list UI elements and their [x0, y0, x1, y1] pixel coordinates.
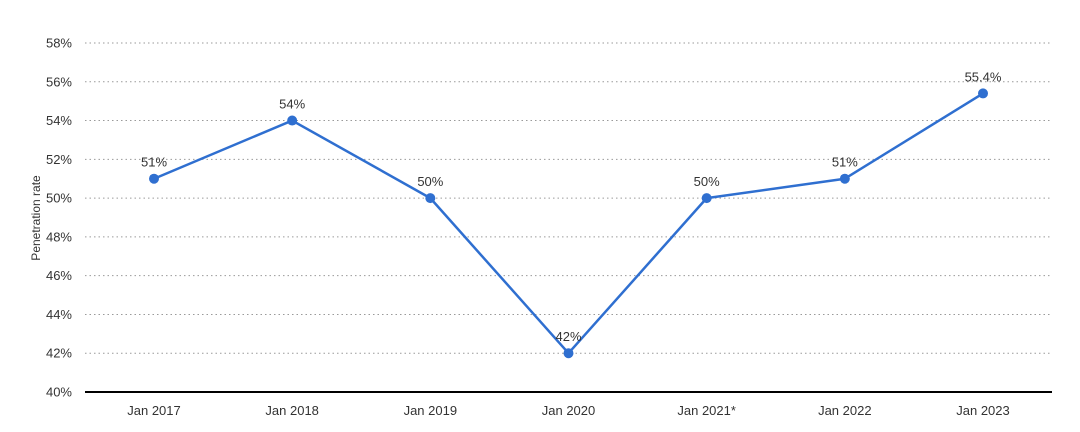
x-tick-label: Jan 2023	[956, 403, 1010, 418]
x-tick-label: Jan 2019	[404, 403, 458, 418]
data-label: 50%	[694, 174, 720, 189]
data-point	[839, 173, 850, 184]
data-points	[149, 88, 988, 359]
data-label: 54%	[279, 97, 305, 112]
y-axis-label: Penetration rate	[29, 175, 43, 261]
y-tick-label: 42%	[46, 346, 72, 361]
data-point	[287, 115, 298, 126]
data-labels: 51% 54% 50% 42% 50% 51% 55.4%	[141, 69, 1002, 344]
data-point	[563, 348, 574, 359]
data-label: 50%	[417, 174, 443, 189]
x-tick-label: Jan 2018	[265, 403, 319, 418]
x-tick-label: Jan 2017	[127, 403, 181, 418]
data-label: 42%	[555, 329, 581, 344]
y-tick-label: 52%	[46, 152, 72, 167]
data-point	[978, 88, 988, 99]
y-tick-label: 40%	[46, 385, 72, 400]
data-label: 51%	[832, 155, 858, 170]
y-tick-label: 56%	[46, 74, 72, 89]
y-axis-ticks: 40% 42% 44% 46% 48% 50% 52% 54% 56% 58%	[46, 36, 72, 400]
series-line	[153, 92, 984, 355]
y-tick-label: 46%	[46, 268, 72, 283]
data-point	[425, 193, 436, 204]
y-tick-label: 50%	[46, 191, 72, 206]
x-axis-ticks: Jan 2017 Jan 2018 Jan 2019 Jan 2020 Jan 2021…	[127, 403, 1010, 418]
y-tick-label: 58%	[46, 36, 72, 51]
data-point	[149, 173, 159, 184]
data-label: 55.4%	[965, 69, 1002, 84]
x-tick-label: Jan 2021*	[677, 403, 736, 418]
x-tick-label: Jan 2020	[542, 403, 596, 418]
y-tick-label: 48%	[46, 229, 72, 244]
gridlines	[85, 42, 1052, 354]
x-tick-label: Jan 2022	[818, 403, 872, 418]
data-label: 51%	[141, 155, 167, 170]
y-tick-label: 44%	[46, 307, 72, 322]
y-tick-label: 54%	[46, 113, 72, 128]
data-point	[701, 193, 712, 204]
